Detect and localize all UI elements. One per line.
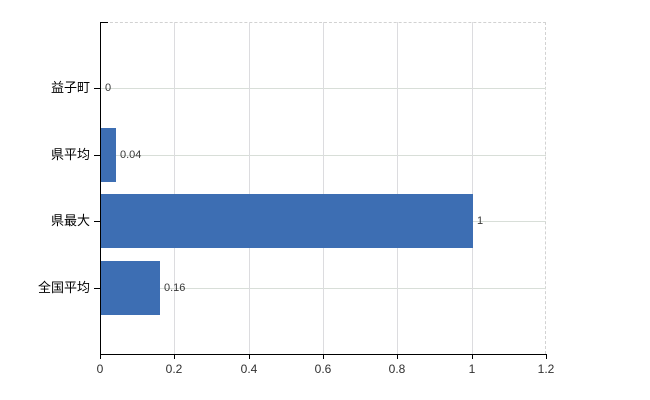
plot-area: 0 0.04 1 0.16 — [94, 22, 547, 359]
x-axis-tick — [546, 354, 547, 359]
x-axis-tick-label: 0.4 — [240, 362, 258, 376]
gridline-vertical — [249, 22, 250, 354]
x-axis-tick-label: 0.8 — [388, 362, 406, 376]
x-axis-tick-label: 1.2 — [537, 362, 555, 376]
y-axis-tick — [94, 288, 100, 289]
gridline-vertical — [472, 22, 473, 354]
bar — [101, 194, 473, 248]
x-axis-tick — [174, 354, 175, 359]
x-axis-tick — [323, 354, 324, 359]
bar-value-label: 0 — [105, 82, 112, 94]
gridline-vertical — [323, 22, 324, 354]
y-axis-tick — [94, 221, 100, 222]
gridline-vertical — [397, 22, 398, 354]
y-axis-tick — [94, 88, 100, 89]
bar-value-label: 1 — [477, 215, 484, 227]
x-axis-tick-label: 0.6 — [314, 362, 332, 376]
gridline-vertical — [174, 22, 175, 354]
y-axis-top-tick — [100, 22, 108, 23]
x-axis-tick — [249, 354, 250, 359]
bar — [101, 128, 116, 182]
category-label: 全国平均 — [37, 280, 90, 295]
x-axis-tick-label: 0.2 — [165, 362, 183, 376]
y-axis-line — [100, 22, 101, 355]
x-axis-tick-label: 0 — [96, 362, 104, 376]
x-axis-tick — [397, 354, 398, 359]
category-label: 県平均 — [50, 147, 90, 162]
bar-value-label: 0.16 — [164, 282, 186, 294]
y-axis-tick — [94, 155, 100, 156]
plot-border-right — [545, 22, 546, 354]
x-axis-tick — [472, 354, 473, 359]
x-axis-tick — [100, 354, 101, 359]
category-label: 県最大 — [50, 213, 90, 228]
bar — [101, 261, 160, 315]
category-label: 益子町 — [50, 80, 90, 95]
bar-value-label: 0.04 — [120, 149, 142, 161]
x-axis-tick-label: 1 — [468, 362, 476, 376]
